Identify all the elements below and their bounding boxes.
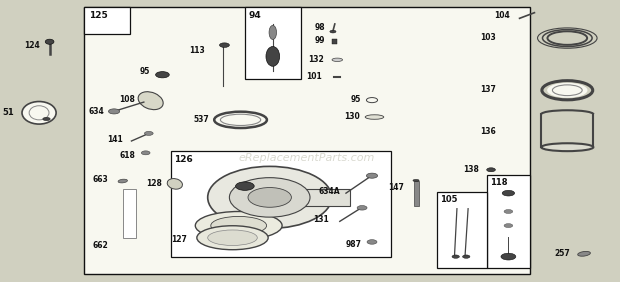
Text: 126: 126	[174, 155, 193, 164]
Text: 634: 634	[89, 107, 104, 116]
Ellipse shape	[541, 143, 593, 151]
Text: 130: 130	[344, 112, 360, 121]
Text: 103: 103	[480, 33, 496, 42]
Circle shape	[502, 190, 515, 196]
Ellipse shape	[547, 83, 588, 98]
Circle shape	[501, 253, 516, 260]
Circle shape	[156, 72, 169, 78]
Text: 257: 257	[555, 249, 570, 258]
Text: 95: 95	[350, 95, 361, 104]
Text: 99: 99	[314, 36, 325, 45]
Ellipse shape	[208, 230, 257, 245]
Ellipse shape	[29, 106, 49, 120]
Ellipse shape	[211, 217, 267, 235]
Ellipse shape	[248, 188, 291, 207]
Circle shape	[141, 151, 150, 155]
Ellipse shape	[118, 179, 128, 183]
Ellipse shape	[332, 58, 342, 61]
FancyBboxPatch shape	[0, 0, 620, 8]
Text: 141: 141	[107, 135, 123, 144]
Circle shape	[487, 168, 495, 172]
Text: 98: 98	[314, 23, 325, 32]
Circle shape	[452, 255, 459, 258]
FancyBboxPatch shape	[170, 151, 391, 257]
Circle shape	[43, 117, 50, 121]
Circle shape	[219, 43, 229, 47]
FancyBboxPatch shape	[84, 7, 530, 274]
FancyBboxPatch shape	[487, 175, 530, 268]
Bar	[414, 181, 418, 206]
Ellipse shape	[45, 39, 54, 44]
FancyBboxPatch shape	[84, 7, 130, 34]
FancyBboxPatch shape	[437, 192, 487, 268]
Text: 95: 95	[140, 67, 150, 76]
Text: 94: 94	[249, 11, 262, 20]
Text: 104: 104	[494, 11, 510, 20]
Text: 127: 127	[171, 235, 187, 244]
Ellipse shape	[22, 102, 56, 124]
Circle shape	[504, 210, 513, 213]
Ellipse shape	[413, 179, 419, 182]
Ellipse shape	[208, 166, 332, 228]
Text: 118: 118	[490, 178, 507, 187]
FancyBboxPatch shape	[245, 7, 301, 79]
Circle shape	[236, 182, 254, 190]
Text: 537: 537	[194, 114, 210, 124]
Text: 105: 105	[440, 195, 458, 204]
Circle shape	[357, 206, 367, 210]
Ellipse shape	[229, 178, 310, 217]
Text: 101: 101	[307, 72, 322, 81]
Text: 128: 128	[146, 179, 162, 188]
Text: 108: 108	[119, 95, 135, 104]
Text: 131: 131	[313, 215, 329, 224]
Ellipse shape	[138, 92, 163, 110]
Text: 634A: 634A	[318, 187, 340, 196]
Text: 124: 124	[25, 41, 40, 50]
Text: 138: 138	[463, 165, 479, 174]
Text: 663: 663	[93, 175, 108, 184]
Text: 987: 987	[346, 240, 362, 249]
Text: 125: 125	[89, 11, 107, 20]
Ellipse shape	[197, 226, 268, 250]
Circle shape	[330, 30, 336, 33]
Circle shape	[108, 109, 120, 114]
Text: 51: 51	[2, 108, 14, 117]
Text: 136: 136	[480, 127, 496, 136]
Bar	[332, 39, 337, 44]
FancyBboxPatch shape	[0, 0, 84, 282]
Text: 113: 113	[189, 46, 205, 55]
Ellipse shape	[195, 212, 282, 240]
Ellipse shape	[167, 179, 182, 189]
FancyBboxPatch shape	[294, 189, 350, 206]
Circle shape	[144, 131, 153, 135]
Text: 662: 662	[93, 241, 108, 250]
Text: 137: 137	[480, 85, 496, 94]
FancyBboxPatch shape	[0, 274, 620, 282]
FancyBboxPatch shape	[530, 0, 620, 282]
Text: 147: 147	[388, 183, 404, 192]
Circle shape	[366, 173, 378, 178]
Ellipse shape	[365, 115, 384, 119]
Circle shape	[504, 224, 513, 228]
Bar	[123, 189, 136, 238]
Ellipse shape	[266, 47, 280, 66]
Text: 618: 618	[119, 151, 135, 160]
Ellipse shape	[578, 251, 590, 256]
Circle shape	[367, 240, 377, 244]
Text: eReplacementParts.com: eReplacementParts.com	[239, 153, 375, 163]
Circle shape	[463, 255, 470, 258]
Ellipse shape	[269, 25, 277, 39]
Text: 132: 132	[308, 55, 324, 64]
